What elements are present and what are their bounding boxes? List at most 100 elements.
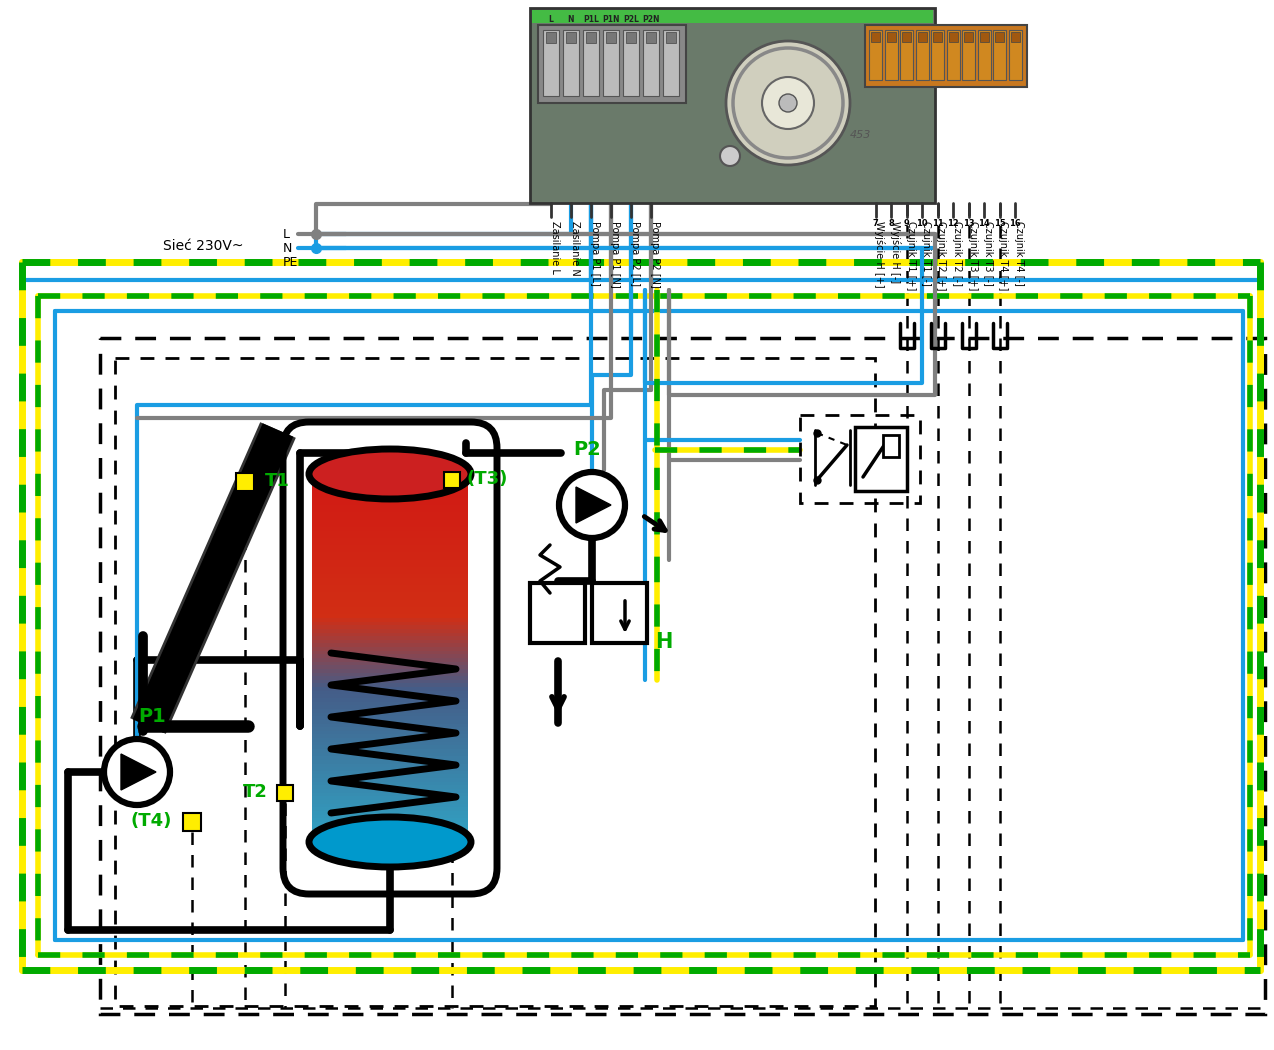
Bar	[887, 32, 896, 42]
Text: P2L: P2L	[623, 15, 640, 24]
Bar	[312, 789, 468, 794]
Bar	[312, 803, 468, 808]
Bar	[947, 30, 959, 80]
Bar	[312, 763, 468, 769]
Bar	[312, 760, 468, 764]
Bar	[312, 782, 468, 786]
Bar	[902, 32, 911, 42]
Bar	[312, 731, 468, 735]
Bar	[977, 30, 990, 80]
Bar	[312, 538, 468, 543]
Bar	[916, 30, 929, 80]
Bar	[583, 30, 599, 96]
Polygon shape	[576, 487, 612, 523]
Text: 453: 453	[850, 130, 871, 140]
Text: P1L: P1L	[583, 15, 599, 24]
Bar	[312, 830, 468, 834]
Bar	[312, 632, 468, 637]
Bar	[312, 746, 468, 750]
Bar	[312, 490, 468, 496]
Bar	[312, 679, 468, 685]
Bar	[312, 614, 468, 618]
Bar	[312, 509, 468, 513]
Text: T1: T1	[265, 472, 290, 490]
Bar	[312, 749, 468, 754]
Bar	[312, 716, 468, 721]
Bar	[312, 560, 468, 564]
Bar	[312, 512, 468, 517]
Text: Czujnik T2 [+]: Czujnik T2 [+]	[936, 220, 947, 291]
Text: 7: 7	[873, 219, 878, 228]
Text: 9: 9	[903, 219, 910, 228]
Bar	[869, 30, 882, 80]
Bar	[312, 815, 468, 819]
Bar	[312, 706, 468, 710]
Bar	[855, 427, 907, 491]
Bar	[115, 358, 875, 1006]
Circle shape	[726, 41, 850, 165]
Bar	[626, 32, 636, 43]
Bar	[312, 498, 468, 503]
Bar	[312, 833, 468, 837]
Bar	[312, 785, 468, 790]
Circle shape	[559, 472, 626, 538]
Text: L: L	[283, 228, 290, 240]
Bar	[312, 585, 468, 590]
Circle shape	[762, 77, 814, 129]
Text: 14: 14	[978, 219, 990, 228]
Text: Pompa P2 [N]: Pompa P2 [N]	[650, 220, 660, 288]
Bar	[312, 775, 468, 779]
Bar	[312, 796, 468, 801]
Bar	[312, 734, 468, 739]
Bar	[276, 785, 293, 801]
Bar	[312, 684, 468, 688]
Bar	[949, 32, 958, 42]
Bar	[312, 592, 468, 597]
Bar	[312, 709, 468, 714]
Text: Pompa P2 [L]: Pompa P2 [L]	[631, 220, 640, 286]
Text: N: N	[568, 15, 575, 24]
Bar	[980, 32, 989, 42]
Bar	[312, 487, 468, 491]
Circle shape	[720, 146, 740, 166]
Bar	[312, 644, 468, 648]
Bar	[312, 756, 468, 761]
Bar	[312, 818, 468, 823]
Bar	[312, 567, 468, 571]
Text: Zasilanie N: Zasilanie N	[569, 220, 580, 276]
Bar	[312, 502, 468, 506]
Bar	[312, 534, 468, 539]
Text: P1N: P1N	[603, 15, 619, 24]
Text: Czujnik T4 [-]: Czujnik T4 [-]	[1014, 220, 1024, 286]
Bar	[312, 574, 468, 579]
Text: Pompa P1 [N]: Pompa P1 [N]	[610, 220, 620, 288]
Bar	[933, 32, 941, 42]
Bar	[312, 578, 468, 583]
Text: P2N: P2N	[642, 15, 660, 24]
Bar	[962, 30, 975, 80]
Bar	[312, 738, 468, 742]
Bar	[312, 713, 468, 717]
Bar	[312, 636, 468, 640]
Text: T2: T2	[243, 783, 268, 801]
Text: Wyjście H [+]: Wyjście H [+]	[874, 220, 885, 288]
Bar	[312, 516, 468, 521]
Text: 8: 8	[888, 219, 894, 228]
Bar	[865, 25, 1027, 87]
Bar	[586, 32, 596, 43]
Text: (T4): (T4)	[130, 812, 172, 830]
Bar	[312, 564, 468, 568]
Bar	[312, 552, 468, 558]
Bar	[99, 338, 1265, 1014]
Bar	[538, 25, 685, 103]
Bar	[666, 32, 676, 43]
Bar	[312, 542, 468, 546]
Text: 16: 16	[1009, 219, 1020, 228]
Bar	[312, 676, 468, 680]
Bar	[312, 651, 468, 655]
Bar	[312, 476, 468, 481]
Bar	[566, 32, 576, 43]
Bar	[1010, 32, 1019, 42]
Bar	[312, 687, 468, 692]
Bar	[312, 768, 468, 772]
